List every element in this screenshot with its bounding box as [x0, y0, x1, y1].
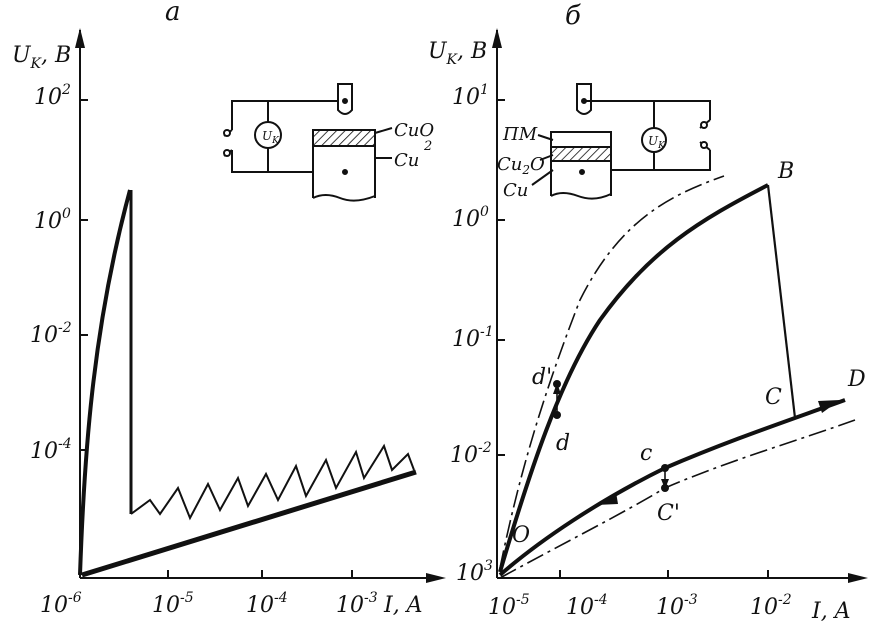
voltmeter-a-label: UK — [262, 129, 280, 146]
panel-b-lower-dashed-curve — [499, 419, 856, 579]
panel-b-drop-line — [766, 184, 797, 419]
panel-a-xtick-label: 10-3 — [336, 590, 378, 618]
panel-b-upper-dashed-curve — [499, 175, 725, 569]
panel-b-ytick-label: 101 — [452, 82, 489, 110]
panel-b-caption: б — [565, 1, 581, 31]
panel-a-xtick-label: 10-4 — [246, 590, 288, 618]
panel-b-ytick-label: 100 — [452, 204, 489, 232]
label-c-prime: C' — [657, 501, 680, 526]
panel-a-y-axis-label: UK, B — [12, 43, 71, 72]
panel-a-x-arrow — [426, 573, 446, 583]
panel-b-xtick-label: 10-4 — [566, 592, 608, 620]
panel-a-return-line — [81, 469, 417, 578]
panel-b-ytick-label: 103 — [456, 558, 493, 586]
panel-b: б UK, B 101 100 10-1 10-2 103 10-5 10-4 … — [428, 1, 868, 624]
panel-b-schematic — [531, 83, 711, 200]
label-D: D — [847, 367, 866, 392]
voltmeter-b-label: UK — [648, 134, 666, 151]
panel-a-ytick-label: 10-2 — [30, 320, 72, 348]
layer-cuo-sub: 2 — [423, 139, 432, 154]
point-d — [553, 411, 561, 419]
label-C: C — [765, 385, 782, 410]
point-d-prime — [553, 380, 561, 388]
panel-b-y-axis-label: UK, B — [428, 39, 487, 68]
panel-a-xtick-label: 10-6 — [40, 590, 82, 618]
panel-b-xtick-label: 10-3 — [656, 592, 698, 620]
panel-a-ytick-label: 102 — [34, 82, 71, 110]
voltmeter-b-icon — [641, 127, 667, 153]
label-B: B — [777, 159, 794, 184]
layer-cu-label: Cu — [394, 150, 419, 171]
panel-b-xtick-label: 10-2 — [750, 592, 792, 620]
panel-b-xtick-label: 10-5 — [488, 592, 530, 620]
panel-b-x-arrow — [848, 573, 868, 583]
label-c: c — [640, 441, 652, 466]
point-c — [661, 464, 669, 472]
panel-a: а UK, B 102 100 10-2 10-4 10-6 10-5 10-4… — [12, 0, 446, 618]
label-d-prime: d' — [532, 365, 552, 390]
label-pm: ПМ — [502, 124, 538, 145]
label-O: O — [512, 523, 530, 548]
panel-a-ytick-label: 10-4 — [30, 436, 72, 464]
panel-b-x-axis-label: I, A — [811, 599, 851, 624]
point-c-prime — [661, 484, 669, 492]
panel-b-forward-arrow — [818, 400, 840, 413]
layer-cu-b-label: Cu — [503, 180, 528, 201]
panel-b-upper-curve — [498, 183, 769, 573]
voltmeter-a-icon — [254, 121, 282, 149]
panel-a-ytick-label: 100 — [34, 206, 71, 234]
panel-a-caption: а — [165, 0, 181, 27]
panel-a-x-axis-label: I, A — [383, 593, 423, 618]
layer-cu2o-label: Cu2O — [497, 154, 545, 177]
panel-a-schematic — [223, 83, 393, 202]
panel-a-xtick-label: 10-5 — [152, 590, 194, 618]
layer-cuo-label: CuO — [394, 120, 434, 141]
panel-a-rising-curve — [78, 189, 132, 576]
label-d: d — [556, 431, 570, 456]
panel-b-lower-curve — [498, 398, 846, 577]
panel-b-ytick-label: 10-2 — [450, 440, 492, 468]
panel-a-sawtooth — [130, 443, 415, 521]
panel-a-y-arrow — [75, 28, 85, 48]
panel-b-y-arrow — [492, 28, 502, 48]
panel-b-ytick-label: 10-1 — [452, 324, 494, 352]
panel-b-return-arrow — [596, 492, 618, 505]
